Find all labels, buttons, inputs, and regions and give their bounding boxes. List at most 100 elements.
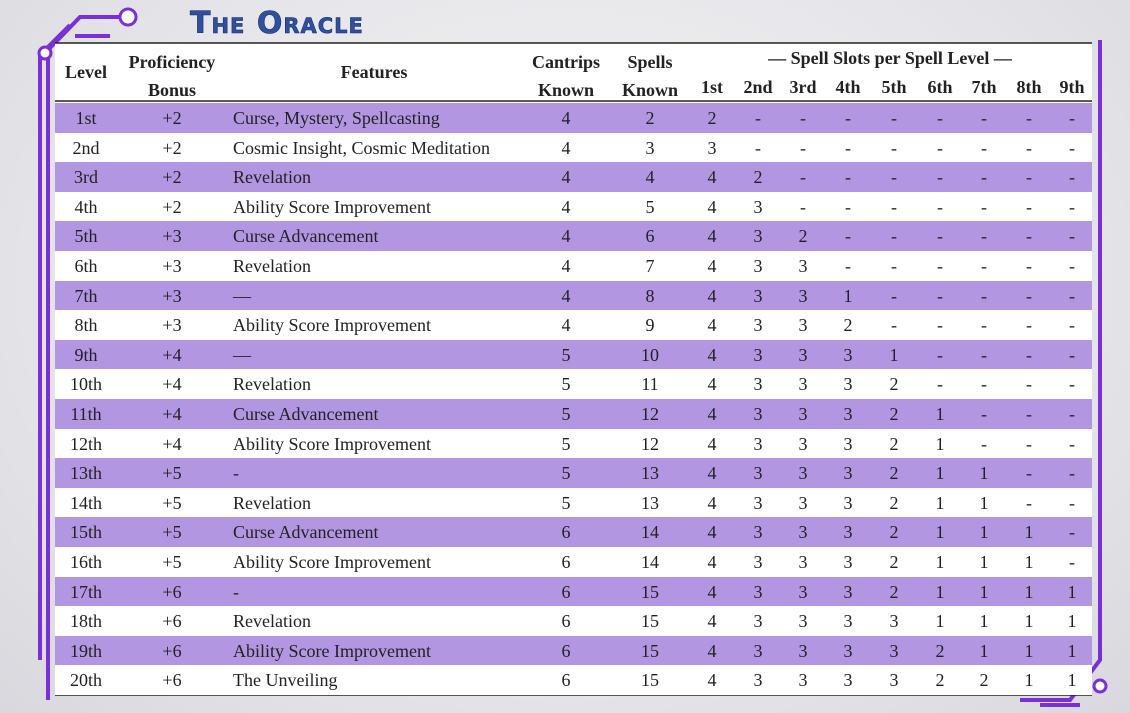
table-cell: Ability Score Improvement bbox=[233, 196, 431, 217]
table-cell: - bbox=[1069, 492, 1075, 513]
table-cell: - bbox=[981, 137, 987, 158]
table-cell: 4 bbox=[707, 433, 717, 454]
table-cell: 2 bbox=[753, 167, 763, 188]
table-cell: - bbox=[981, 167, 987, 188]
table-cell: - bbox=[1026, 463, 1032, 484]
table-row bbox=[55, 132, 1092, 163]
table-cell: 3 bbox=[889, 670, 899, 691]
table-cell: 3 bbox=[753, 492, 763, 513]
table-cell: 3 bbox=[753, 344, 763, 365]
table-cell: 1 bbox=[935, 463, 945, 484]
table-cell: 4 bbox=[561, 167, 571, 188]
table-cell: 4 bbox=[561, 196, 571, 217]
table-cell: - bbox=[800, 196, 806, 217]
table-cell: 6 bbox=[645, 226, 655, 247]
table-cell: 11 bbox=[641, 374, 659, 395]
table-cell: - bbox=[937, 196, 943, 217]
table-cell: - bbox=[1026, 256, 1032, 276]
table-cell: - bbox=[1026, 315, 1032, 336]
table-cell: 5 bbox=[561, 374, 571, 395]
header-cell: 6th bbox=[927, 77, 953, 97]
table-cell: 1 bbox=[979, 522, 989, 543]
table-cell: - bbox=[845, 196, 851, 217]
table-cell: - bbox=[937, 344, 943, 365]
table-cell: 10 bbox=[641, 344, 659, 365]
table-row bbox=[55, 280, 1092, 311]
table-cell: +4 bbox=[162, 404, 182, 424]
table-cell: 2 bbox=[889, 581, 899, 602]
table-cell: - bbox=[1069, 256, 1075, 276]
table-cell: 3 bbox=[843, 581, 853, 602]
header-cell: 9th bbox=[1059, 77, 1085, 97]
table-cell: 2 bbox=[889, 522, 899, 543]
header-cell: 8th bbox=[1016, 77, 1042, 97]
table-cell: 3 bbox=[798, 492, 808, 513]
table-cell: 1 bbox=[1024, 522, 1034, 543]
table-cell: 4 bbox=[561, 315, 571, 336]
table-cell: - bbox=[981, 108, 987, 128]
table-cell: - bbox=[937, 285, 943, 306]
table-cell: 1 bbox=[935, 433, 945, 454]
table-cell: +2 bbox=[162, 167, 182, 188]
table-cell: 4 bbox=[707, 670, 717, 691]
table-cell: 3 bbox=[753, 640, 763, 661]
table-cell: Ability Score Improvement bbox=[233, 433, 431, 454]
table-cell: 1 bbox=[935, 552, 945, 572]
table-cell: +5 bbox=[162, 492, 182, 513]
table-cell: 1 bbox=[979, 492, 989, 513]
table-row bbox=[55, 191, 1092, 222]
table-cell: - bbox=[1069, 285, 1075, 306]
table-cell: - bbox=[1069, 344, 1075, 365]
table-cell: 3 bbox=[843, 404, 853, 424]
table-cell: 16th bbox=[69, 552, 103, 572]
table-cell: 2 bbox=[889, 492, 899, 513]
table-cell: 2 bbox=[843, 315, 853, 336]
table-cell: 9 bbox=[645, 315, 655, 336]
table-cell: 3 bbox=[753, 433, 763, 454]
table-cell: - bbox=[891, 167, 897, 188]
table-cell: 6 bbox=[561, 611, 571, 632]
table-cell: 3 bbox=[753, 226, 763, 247]
header-cell: Cantrips Known bbox=[531, 52, 600, 100]
table-cell: 1 bbox=[979, 640, 989, 661]
table-cell: 4 bbox=[707, 581, 717, 602]
table-cell: 5 bbox=[561, 492, 571, 513]
table-cell: 4 bbox=[707, 404, 717, 424]
table-cell: - bbox=[233, 463, 239, 484]
header-cell: 7th bbox=[971, 77, 997, 97]
table-cell: - bbox=[981, 315, 987, 336]
table-cell: - bbox=[891, 315, 897, 336]
table-cell: +5 bbox=[162, 463, 182, 484]
table-cell: 1 bbox=[935, 581, 945, 602]
table-cell: 8 bbox=[645, 285, 655, 306]
table-cell: 1 bbox=[1067, 640, 1077, 661]
table-cell: 3 bbox=[843, 552, 853, 572]
table-cell: 13 bbox=[641, 492, 659, 513]
table-cell: - bbox=[1026, 226, 1032, 247]
table-cell: +6 bbox=[162, 611, 182, 632]
table-cell: 6 bbox=[561, 552, 571, 572]
table-cell: +3 bbox=[162, 226, 182, 247]
table-cell: Curse Advancement bbox=[233, 226, 379, 247]
table-cell: - bbox=[800, 108, 806, 128]
table-cell: 3 bbox=[753, 522, 763, 543]
table-cell: 1 bbox=[1024, 670, 1034, 691]
table-cell: 3 bbox=[645, 137, 655, 158]
table-cell: 4 bbox=[645, 167, 655, 188]
table-row bbox=[55, 606, 1092, 636]
table-cell: 3 bbox=[843, 344, 853, 365]
table-cell: Ability Score Improvement bbox=[233, 315, 431, 336]
table-cell: 1 bbox=[979, 581, 989, 602]
table-cell: 3 bbox=[753, 196, 763, 217]
table-cell: 3 bbox=[753, 552, 763, 572]
table-cell: 3 bbox=[843, 611, 853, 632]
table-cell: 1 bbox=[935, 492, 945, 513]
table-cell: 5 bbox=[561, 433, 571, 454]
table-cell: 1 bbox=[979, 552, 989, 572]
table-row bbox=[55, 635, 1092, 666]
table-cell: 15 bbox=[641, 611, 659, 632]
table-cell: - bbox=[800, 167, 806, 188]
table-cell: - bbox=[981, 226, 987, 247]
table-cell: +6 bbox=[162, 670, 182, 691]
